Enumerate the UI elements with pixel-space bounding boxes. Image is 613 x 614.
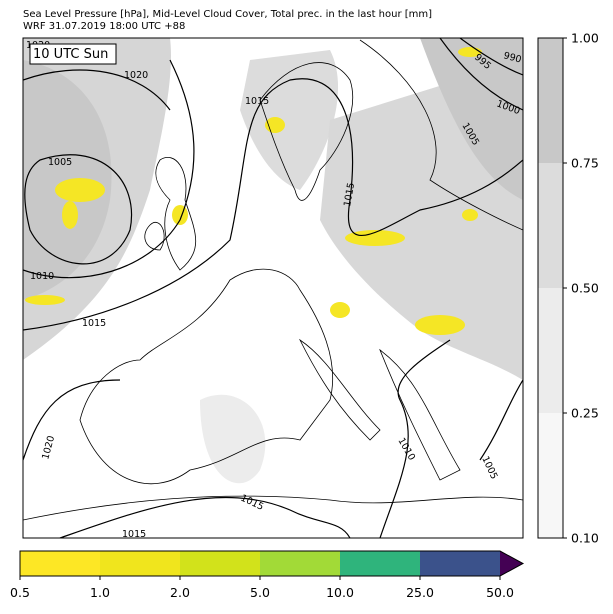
isobar-label: 1015	[342, 182, 357, 208]
isobar-label: 1020	[124, 70, 148, 81]
cloud-area	[200, 394, 266, 484]
colorbar-segment	[180, 551, 260, 576]
colorbar-tick-label: 1.00	[571, 31, 599, 46]
colorbar-tick-label: 25.0	[406, 585, 434, 600]
cloud-area	[240, 50, 339, 190]
map-frame	[22, 37, 524, 539]
map-layers	[23, 38, 523, 538]
colorbar-segment	[538, 163, 563, 288]
colorbar-tick-label: 0.5	[10, 585, 30, 600]
colorbar-extend	[500, 551, 523, 576]
colorbar-tick-label: 10.0	[326, 585, 354, 600]
subtitle: WRF 31.07.2019 18:00 UTC +88	[23, 21, 185, 32]
title: Sea Level Pressure [hPa], Mid-Level Clou…	[23, 9, 432, 20]
colorbar-tick-label: 0.25	[571, 406, 599, 421]
cloud-area	[420, 38, 523, 200]
map: 1020 1020 1005 1015 1015 1010 1015 1020 …	[22, 37, 524, 540]
colorbar-tick-label: 1.0	[90, 585, 110, 600]
isobar-label: 990	[502, 50, 522, 65]
colorbar-segment	[538, 413, 563, 538]
isobar-label: 1005	[48, 157, 72, 168]
time-label: 10 UTC Sun	[33, 47, 108, 62]
colorbar-segment	[20, 551, 100, 576]
precip-colorbar: 0.5 1.0 2.0 5.0 10.0 25.0 50.0	[10, 550, 525, 600]
isobars	[23, 38, 523, 538]
colorbar-segment	[538, 38, 563, 163]
colorbar-segment	[538, 288, 563, 413]
cloud-colorbar: 1.00 0.75 0.50 0.25 0.10	[537, 31, 599, 546]
colorbar-tick-label: 0.10	[571, 531, 599, 546]
isobar-label: 1010	[30, 271, 54, 282]
coastlines	[23, 39, 523, 521]
colorbar-tick-label: 0.75	[571, 156, 599, 171]
colorbar-segment	[340, 551, 420, 576]
colorbar-tick-label: 0.50	[571, 281, 599, 296]
colorbar-segment	[100, 551, 180, 576]
colorbar-tick-label: 5.0	[250, 585, 270, 600]
isobar-label: 1015	[122, 529, 146, 540]
isobar-label: 1015	[245, 96, 269, 107]
colorbar-frame	[19, 550, 525, 577]
colorbar-segment	[420, 551, 500, 576]
colorbar-tick-label: 50.0	[486, 585, 514, 600]
time-box	[29, 43, 117, 65]
colorbar-segment	[260, 551, 340, 576]
isobar-label: 1015	[82, 318, 106, 329]
colorbar-tick-label: 2.0	[170, 585, 190, 600]
